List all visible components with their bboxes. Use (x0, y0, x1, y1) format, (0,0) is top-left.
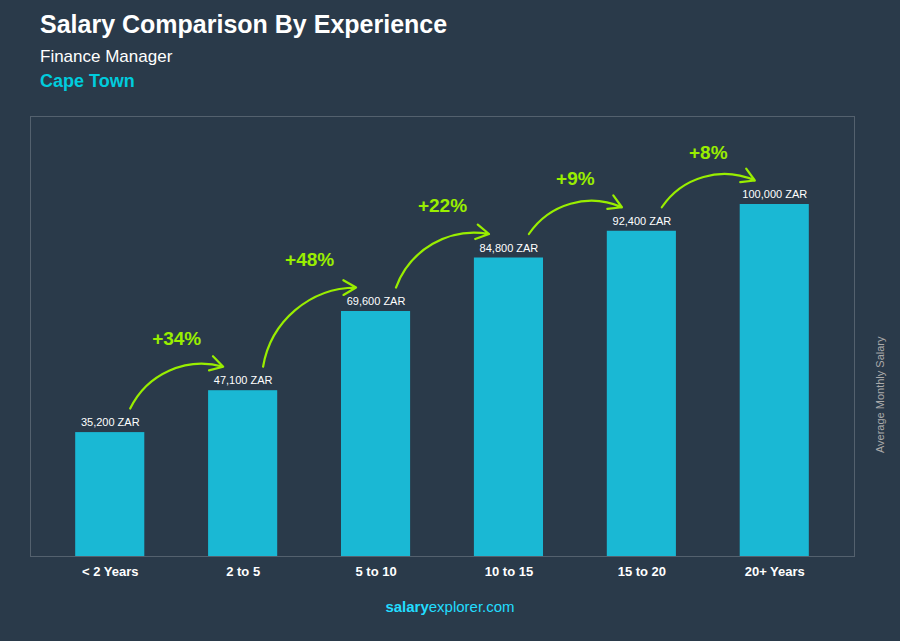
svg-text:Average Monthly Salary: Average Monthly Salary (874, 336, 886, 453)
svg-text:+48%: +48% (285, 249, 334, 270)
svg-text:10 to 15: 10 to 15 (485, 564, 533, 579)
svg-text:2 to 5: 2 to 5 (226, 564, 260, 579)
svg-text:20+ Years: 20+ Years (745, 564, 805, 579)
html-text:Salary Comparison By Experienc: Salary Comparison By Experience (40, 10, 448, 38)
svg-text:47,100 ZAR: 47,100 ZAR (214, 374, 273, 386)
svg-text:100,000 ZAR: 100,000 ZAR (742, 188, 807, 200)
html-text:salary explorer.com: salary explorer.com (385, 598, 515, 615)
svg-text:5 to 10: 5 to 10 (355, 564, 396, 579)
svg-text:84,800 ZAR: 84,800 ZAR (480, 242, 539, 254)
svg-text:+8%: +8% (689, 142, 728, 163)
svg-text:35,200 ZAR: 35,200 ZAR (81, 416, 140, 428)
svg-text:+34%: +34% (152, 328, 201, 349)
svg-text:92,400 ZAR: 92,400 ZAR (613, 215, 672, 227)
html-text:Finance Manager: Finance Manager (40, 47, 173, 66)
svg-text:69,600 ZAR: 69,600 ZAR (347, 295, 406, 307)
svg-text:+9%: +9% (556, 168, 595, 189)
html-text:Cape Town: Cape Town (40, 71, 135, 91)
svg-text:15 to 20: 15 to 20 (618, 564, 666, 579)
svg-text:+22%: +22% (418, 195, 467, 216)
svg-text:< 2 Years: < 2 Years (82, 564, 139, 579)
